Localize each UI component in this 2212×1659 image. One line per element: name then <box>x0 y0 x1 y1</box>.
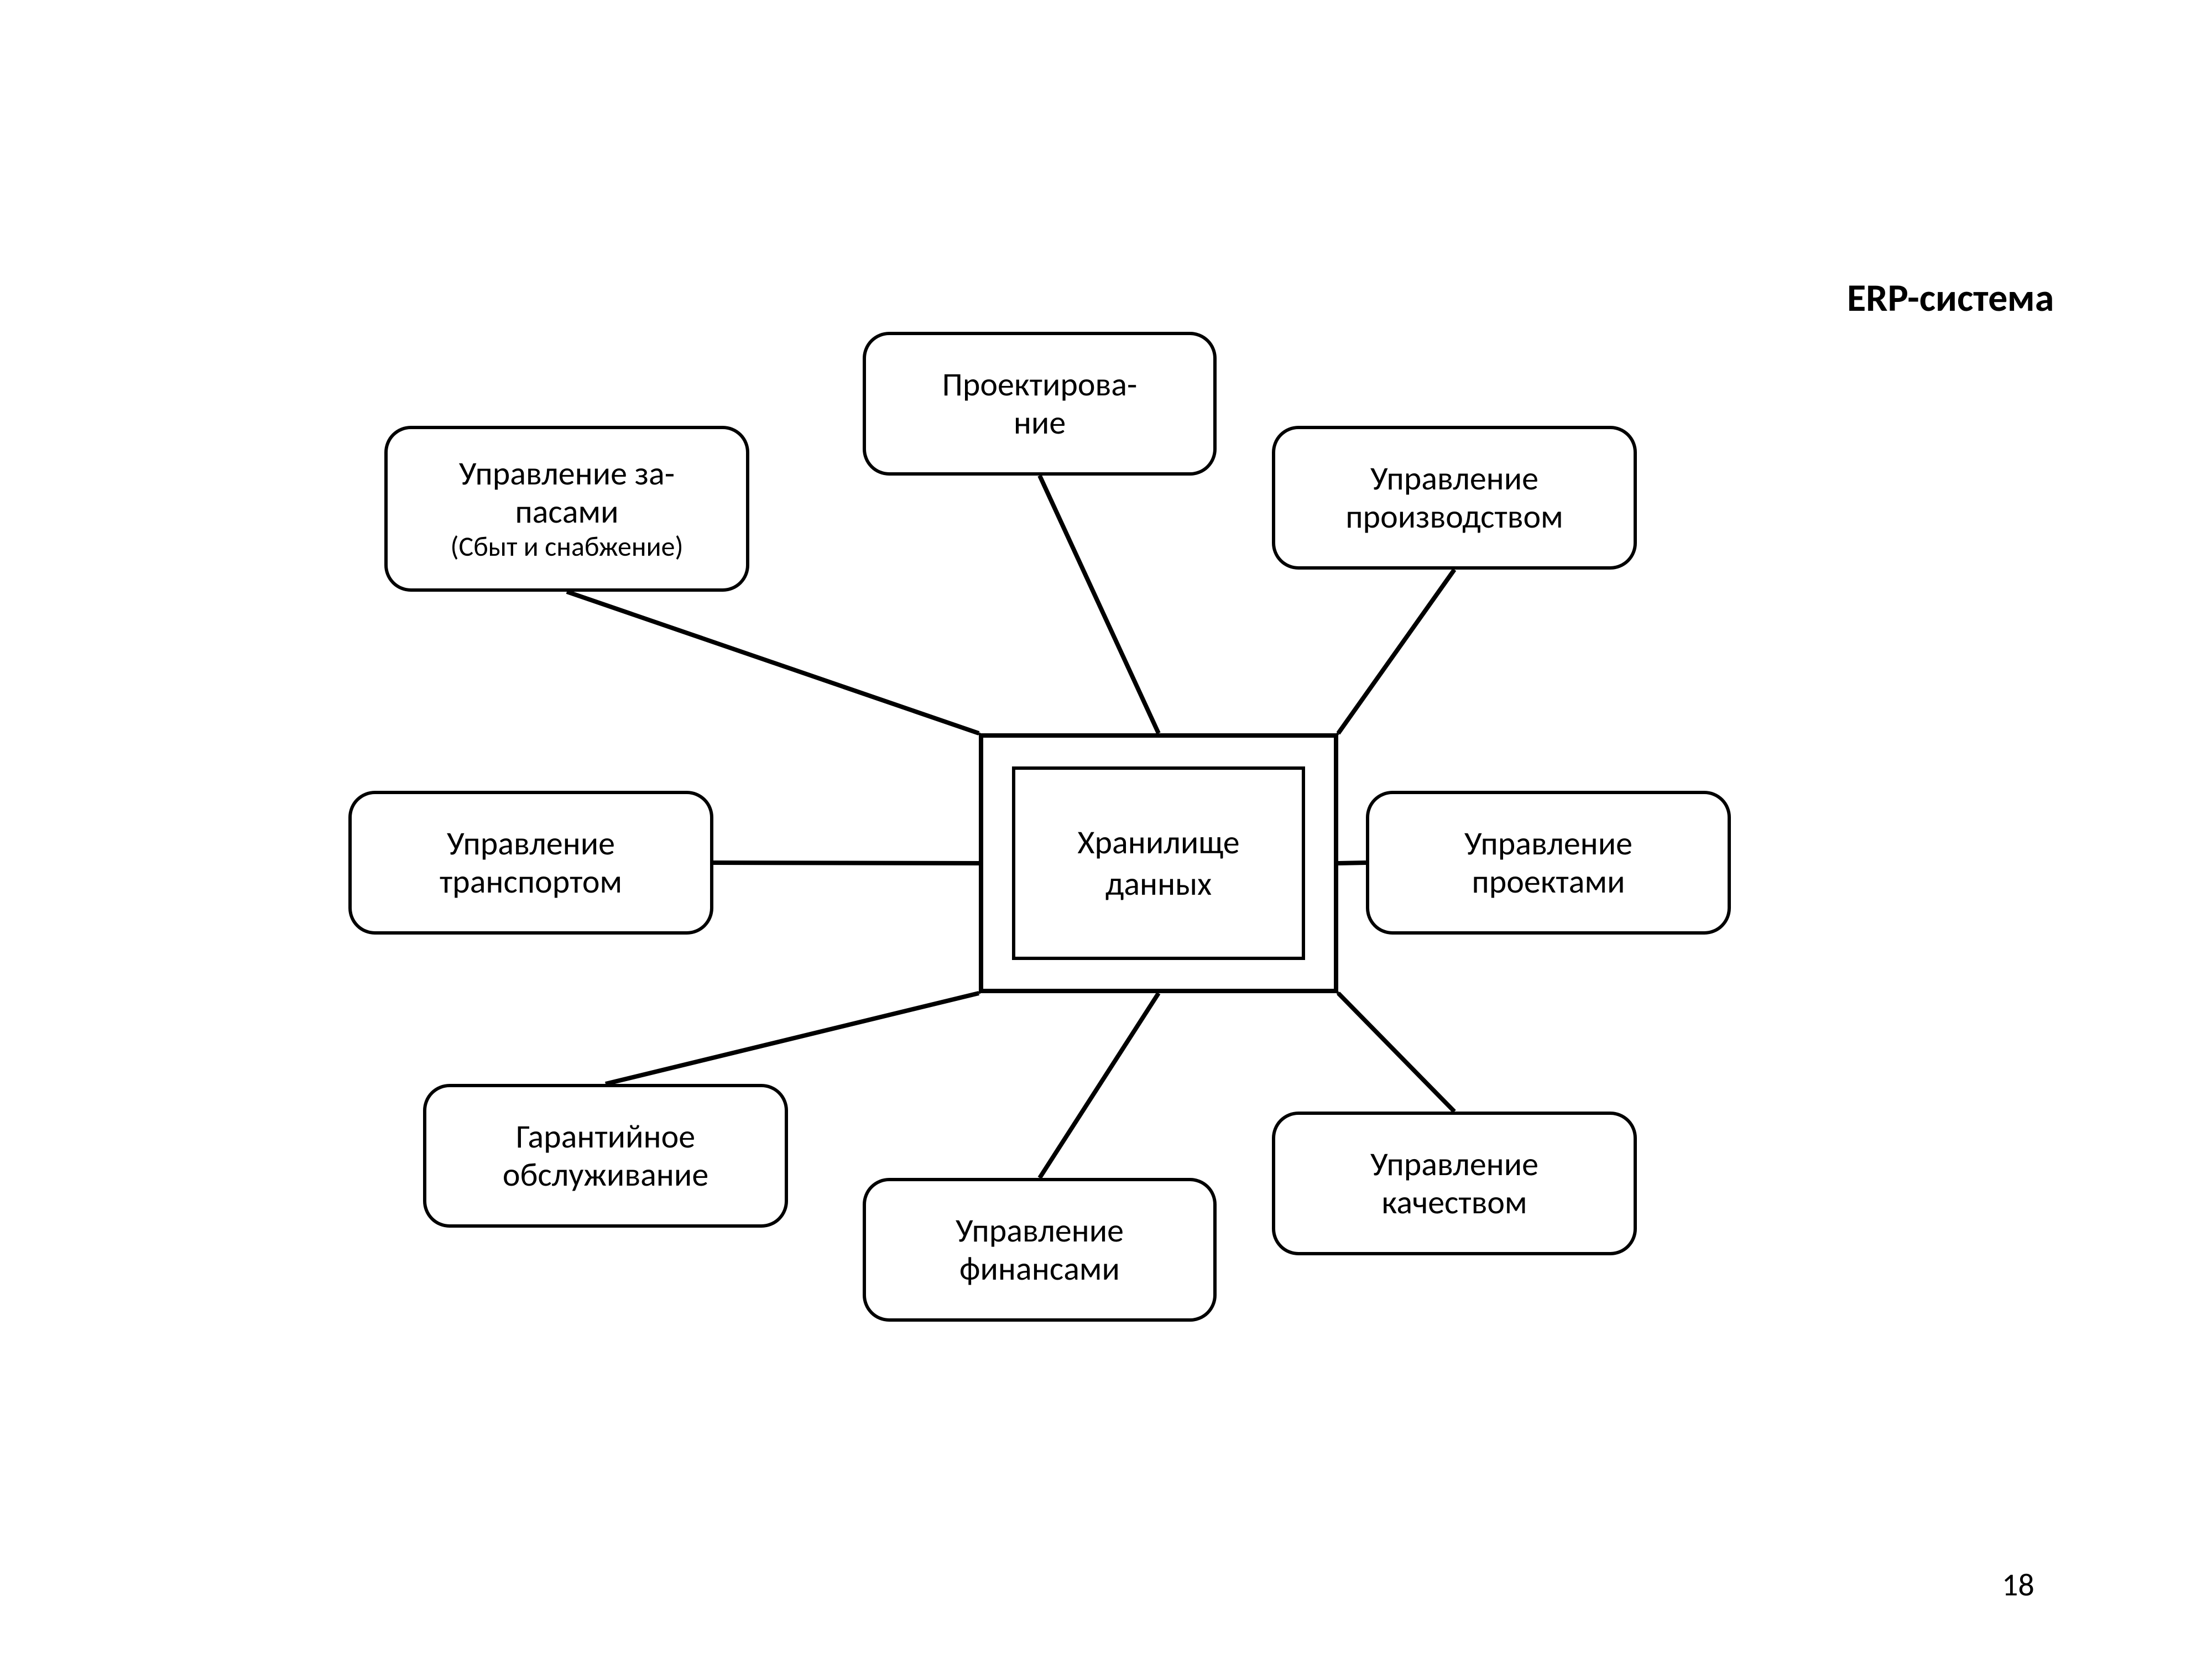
node-line: пасами <box>515 493 618 531</box>
node-line: обслуживание <box>503 1156 708 1194</box>
diagram-title: ERP-система <box>1847 274 2054 321</box>
node-line: Гарантийное <box>516 1118 695 1156</box>
node-warranty: Гарантийное обслуживание <box>423 1084 788 1228</box>
edge <box>567 592 979 733</box>
node-inventory: Управление за- пасами (Сбыт и снабжение) <box>384 426 749 592</box>
edge <box>1040 993 1159 1178</box>
node-line: Управление <box>956 1212 1124 1250</box>
node-line: Управление <box>1464 825 1632 863</box>
node-quality: Управление качеством <box>1272 1112 1637 1255</box>
node-production: Управление производством <box>1272 426 1637 570</box>
edge <box>606 993 979 1084</box>
node-line: транспортом <box>440 863 622 901</box>
node-design: Проектирова- ние <box>863 332 1217 476</box>
node-transport: Управление транспортом <box>348 791 713 935</box>
edge <box>1040 476 1159 733</box>
node-line: ние <box>1014 404 1066 442</box>
center-node: Хранилище данных <box>1012 766 1305 960</box>
diagram-canvas: ERP-система 18 Хранилище данных Проектир… <box>0 0 2212 1659</box>
page-number: 18 <box>2002 1565 2034 1604</box>
node-line: финансами <box>959 1250 1120 1288</box>
node-line: Проектирова- <box>942 366 1138 404</box>
node-line: производством <box>1345 498 1563 536</box>
node-line: Управление за- <box>459 455 675 493</box>
node-projects: Управление проектами <box>1366 791 1731 935</box>
edge <box>1338 570 1454 733</box>
node-line: качеством <box>1381 1183 1527 1222</box>
node-finance: Управление финансами <box>863 1178 1217 1322</box>
node-line: Управление <box>1370 1145 1538 1183</box>
node-subline: (Сбыт и снабжение) <box>450 531 683 563</box>
center-line-1: Хранилище <box>1077 822 1239 863</box>
edge <box>1338 993 1454 1112</box>
node-line: проектами <box>1472 863 1625 901</box>
node-line: Управление <box>447 825 615 863</box>
center-line-2: данных <box>1105 863 1212 905</box>
node-line: Управление <box>1370 460 1538 498</box>
